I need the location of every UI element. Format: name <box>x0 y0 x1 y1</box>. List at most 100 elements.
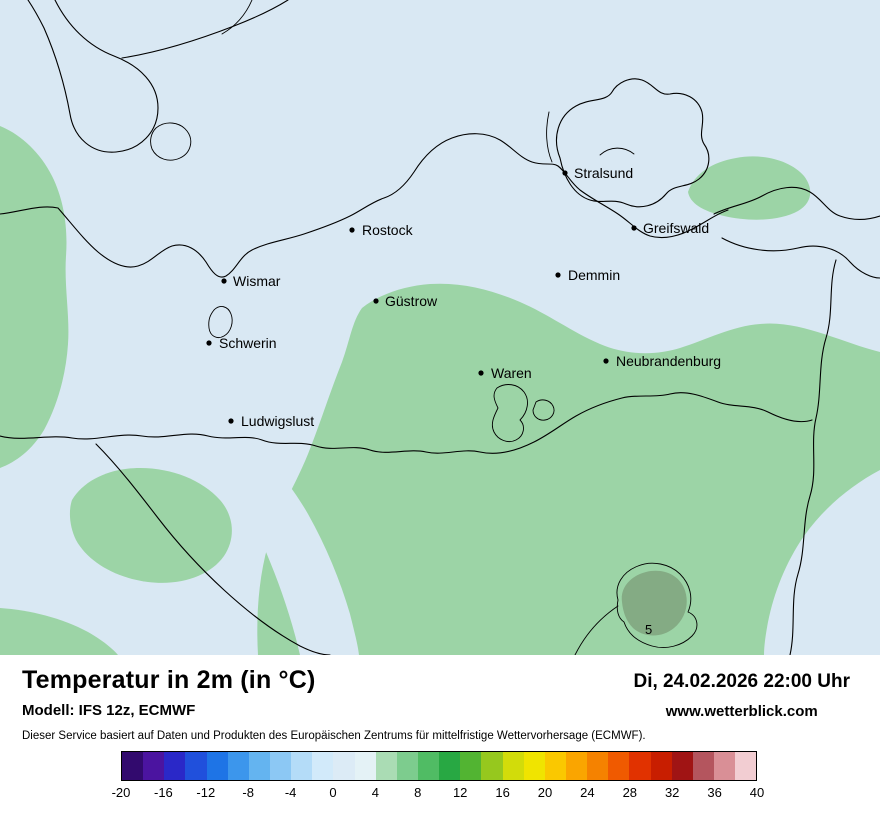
map-footer: Temperatur in 2m (in °C) Modell: IFS 12z… <box>0 655 880 803</box>
weather-map: Stralsund Rostock Greifswald Wismar Demm… <box>0 0 880 655</box>
legend-tick: 40 <box>749 785 765 800</box>
legend-color-segment <box>587 752 609 780</box>
legend-color-segment <box>291 752 313 780</box>
coastline-denmark-east <box>121 0 289 59</box>
city-marker-greifswald: Greifswald <box>631 220 709 236</box>
city-dot <box>555 272 561 278</box>
legend-color-segment <box>481 752 503 780</box>
island-ruegen-bay <box>599 147 635 156</box>
legend-tick: -8 <box>242 785 254 800</box>
legend-color-segment <box>417 752 440 780</box>
legend-color-segment <box>185 752 207 780</box>
city-label: Greifswald <box>643 220 709 236</box>
legend-color-segment <box>735 752 757 780</box>
legend-tick: 28 <box>622 785 638 800</box>
legend-tick: 12 <box>452 785 468 800</box>
footer-left: Temperatur in 2m (in °C) Modell: IFS 12z… <box>22 666 316 719</box>
city-label: Demmin <box>568 267 620 283</box>
city-label: Güstrow <box>385 293 438 309</box>
city-label: Ludwigslust <box>241 413 314 429</box>
border-poland <box>789 259 837 655</box>
legend-color-segment <box>122 752 144 780</box>
city-label: Waren <box>491 365 532 381</box>
city-dot <box>562 170 568 176</box>
island-hiddensee <box>546 111 553 163</box>
disclaimer-text: Dieser Service basiert auf Daten und Pro… <box>22 730 646 742</box>
city-marker-rostock: Rostock <box>349 222 414 238</box>
legend-color-segment <box>608 752 630 780</box>
city-dot <box>349 227 355 233</box>
model-info: Modell: IFS 12z, ECMWF <box>22 702 196 719</box>
island-usedom <box>713 186 880 220</box>
legend-tick: -12 <box>196 785 216 800</box>
city-dot <box>221 278 227 284</box>
legend-tick: 4 <box>371 785 380 800</box>
region-warm-berlin <box>621 570 687 636</box>
legend-tick: 20 <box>537 785 553 800</box>
legend-colorbar <box>121 751 757 781</box>
lake-schwerin <box>208 306 233 339</box>
legend-color-segment <box>269 752 292 780</box>
legend-color-segment <box>333 752 355 780</box>
river-elbe <box>95 443 331 655</box>
legend-color-segment <box>565 752 588 780</box>
lake-mueritz <box>491 384 528 443</box>
legend-tick: 24 <box>580 785 595 800</box>
city-marker-demmin: Demmin <box>555 267 620 283</box>
legend-color-segment <box>629 752 651 780</box>
city-dot <box>478 370 484 376</box>
legend-color-segment <box>692 752 714 780</box>
border-state-south <box>0 392 813 454</box>
legend-tick: -20 <box>111 785 131 800</box>
island-ruegen <box>556 78 710 208</box>
legend-color-segment <box>164 752 186 780</box>
legend-tick: 36 <box>707 785 722 800</box>
legend-color-segment <box>671 752 693 780</box>
legend-tick: 8 <box>414 785 422 800</box>
region-mild-northeast <box>688 156 811 220</box>
legend-color-segment <box>143 752 165 780</box>
legend-tick: 0 <box>329 785 337 800</box>
island-small-denmark <box>150 122 192 161</box>
region-mild-southwest <box>69 468 232 583</box>
city-marker-neubrandenburg: Neubrandenburg <box>603 353 721 369</box>
border-berlin <box>616 562 698 648</box>
footer-right: Di, 24.02.2026 22:00 Uhr www.wetterblick… <box>633 666 850 720</box>
lake-small-east <box>532 399 555 421</box>
legend-tick: 32 <box>664 785 680 800</box>
legend-color-segment <box>460 752 482 780</box>
border-brandenburg-spur <box>574 605 619 655</box>
legend-tick-labels: -20 -16 -12 -8 -4 0 4 8 12 16 20 24 28 32 36 40 <box>112 785 765 803</box>
temperature-value-annotation: 5 <box>645 622 652 637</box>
region-mild-central <box>257 283 880 655</box>
legend-color-segment <box>713 752 736 780</box>
temperature-legend: -20 -16 -12 -8 -4 0 4 8 12 16 20 24 28 32 36 40 <box>112 751 765 803</box>
website-link: www.wetterblick.com <box>665 703 818 720</box>
legend-color-segment <box>523 752 545 780</box>
legend-color-segment <box>227 752 249 780</box>
city-dot <box>373 298 379 304</box>
city-dot <box>228 418 234 424</box>
coastline-denmark-island <box>27 0 159 153</box>
legend-tick: -16 <box>153 785 173 800</box>
region-cool-channel <box>228 444 359 655</box>
coastline-baltic-mainland <box>0 133 729 278</box>
city-label: Rostock <box>362 222 414 238</box>
legend-color-segment <box>439 752 461 780</box>
city-label: Schwerin <box>219 335 277 351</box>
city-label: Wismar <box>233 273 281 289</box>
legend-color-segment <box>375 752 397 780</box>
legend-color-segment <box>312 752 334 780</box>
city-marker-wismar: Wismar <box>221 273 281 289</box>
city-label: Neubrandenburg <box>616 353 721 369</box>
coastline-lagoon <box>721 237 880 279</box>
legend-color-segment <box>650 752 672 780</box>
city-marker-schwerin: Schwerin <box>206 335 277 351</box>
legend-color-segment <box>354 752 376 780</box>
city-dot <box>603 358 609 364</box>
legend-tick: -4 <box>284 785 297 800</box>
legend-color-segment <box>248 752 270 780</box>
city-dot <box>631 225 637 231</box>
page-title: Temperatur in 2m (in °C) <box>22 666 316 694</box>
legend-tick: 16 <box>495 785 510 800</box>
